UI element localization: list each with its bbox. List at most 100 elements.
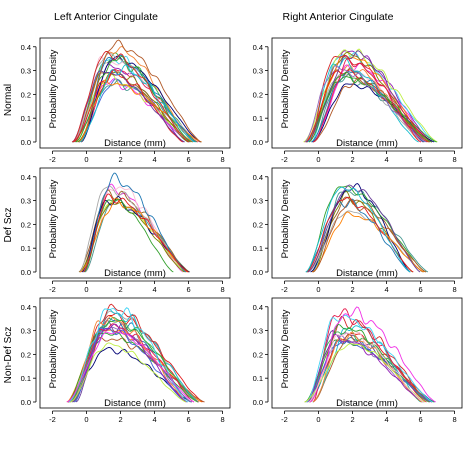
y-tick-label: 0.0 (253, 138, 263, 147)
y-axis-label: Probability Density (280, 309, 291, 388)
density-curve (305, 186, 411, 273)
plot-frame (39, 297, 231, 409)
density-curve (79, 64, 195, 143)
x-tick-label: 8 (453, 155, 457, 164)
density-curve (67, 332, 199, 403)
x-tick-label: 2 (350, 415, 354, 424)
density-curves (305, 183, 429, 273)
y-tick-label: 0.2 (253, 350, 263, 359)
y-tick-label: 0.1 (21, 374, 31, 383)
density-curve (303, 48, 438, 143)
x-tick-label: 8 (221, 285, 225, 294)
panel-0-1: 0.0 0.1 0.2 0.3 0.4 Probability Density -2 0 2 4 6… (253, 37, 463, 164)
x-tick-label: 6 (186, 155, 190, 164)
density-curve (307, 57, 419, 143)
y-tick-label: 0.2 (253, 90, 263, 99)
density-curve (312, 58, 422, 143)
density-curve (78, 189, 190, 273)
x-tick-label: 0 (84, 285, 88, 294)
density-curve (71, 70, 185, 143)
density-curve (312, 62, 433, 143)
plot-frame (39, 37, 231, 149)
y-tick-label: 0.2 (21, 90, 31, 99)
y-tick-label: 0.3 (253, 197, 263, 206)
x-tick-label: 2 (350, 155, 354, 164)
x-tick-label: 0 (316, 285, 320, 294)
density-curve (307, 51, 425, 143)
x-tick-label: 6 (186, 415, 190, 424)
density-curve (71, 323, 187, 403)
x-tick-label: 2 (118, 285, 122, 294)
x-axis-label: Distance (mm) (104, 268, 166, 279)
x-tick-label: 2 (118, 155, 122, 164)
density-curve (312, 199, 427, 273)
density-curve (69, 312, 204, 403)
density-curve (307, 184, 421, 273)
x-tick-label: 4 (152, 155, 156, 164)
x-tick-label: -2 (49, 415, 56, 424)
density-curve (308, 331, 424, 403)
density-curve (82, 172, 187, 273)
y-axis-label: Probability Density (280, 49, 291, 128)
x-tick-label: 8 (221, 155, 225, 164)
density-curve (70, 342, 187, 403)
density-curve (66, 331, 195, 403)
y-tick-label: 0.3 (253, 67, 263, 76)
y-axis-label: Probability Density (280, 179, 291, 258)
x-axis-label: Distance (mm) (104, 398, 166, 409)
density-curve (309, 306, 436, 403)
x-tick-label: 4 (384, 415, 388, 424)
y-tick-label: 0.0 (253, 268, 263, 277)
density-curve (312, 308, 427, 403)
density-curve (79, 197, 188, 273)
y-tick-label: 0.4 (21, 43, 31, 52)
density-curve (83, 193, 189, 273)
y-tick-label: 0.4 (253, 43, 263, 52)
x-tick-label: 4 (152, 285, 156, 294)
density-curves (66, 303, 205, 403)
density-curves (303, 48, 438, 143)
x-tick-label: 8 (221, 415, 225, 424)
column-title-right: Right Anterior Cingulate (283, 11, 394, 23)
density-curve (80, 39, 202, 143)
y-tick-label: 0.1 (21, 244, 31, 253)
density-curve (306, 196, 414, 273)
y-tick-label: 0.1 (21, 114, 31, 123)
density-curve (311, 211, 425, 273)
column-title-left: Left Anterior Cingulate (54, 11, 158, 23)
density-curve (69, 308, 198, 403)
y-tick-label: 0.4 (253, 173, 263, 182)
x-axis-label: Distance (mm) (104, 138, 166, 149)
density-curve (72, 50, 190, 143)
row-label-def-scz: Def Scz (3, 207, 14, 242)
x-tick-label: 0 (84, 415, 88, 424)
density-curve (304, 65, 427, 143)
panel-0-0: 0.0 0.1 0.2 0.3 0.4 Probability Density -2 0 2 4 6… (21, 37, 231, 164)
density-curve (305, 185, 427, 273)
row-label-non-def-scz: Non-Def Scz (3, 327, 14, 384)
x-tick-label: 8 (453, 415, 457, 424)
y-tick-label: 0.0 (21, 268, 31, 277)
y-tick-label: 0.1 (253, 244, 263, 253)
density-curve (308, 71, 432, 143)
plot-frame (271, 167, 463, 279)
plot-frame (271, 37, 463, 149)
y-tick-label: 0.2 (253, 220, 263, 229)
y-tick-label: 0.3 (21, 327, 31, 336)
y-tick-label: 0.4 (21, 303, 31, 312)
x-tick-label: 0 (84, 155, 88, 164)
x-tick-label: 0 (316, 155, 320, 164)
density-curves (78, 172, 191, 273)
x-tick-label: 6 (418, 285, 422, 294)
x-tick-label: 2 (118, 415, 122, 424)
x-tick-label: 6 (418, 415, 422, 424)
x-tick-label: 6 (418, 155, 422, 164)
y-tick-label: 0.3 (253, 327, 263, 336)
x-tick-label: 4 (384, 155, 388, 164)
x-tick-label: -2 (281, 155, 288, 164)
panel-1-0: 0.0 0.1 0.2 0.3 0.4 Probability Density -2 0 2 4 6… (21, 167, 231, 294)
y-tick-label: 0.1 (253, 374, 263, 383)
x-tick-label: 4 (152, 415, 156, 424)
y-tick-label: 0.0 (21, 398, 31, 407)
